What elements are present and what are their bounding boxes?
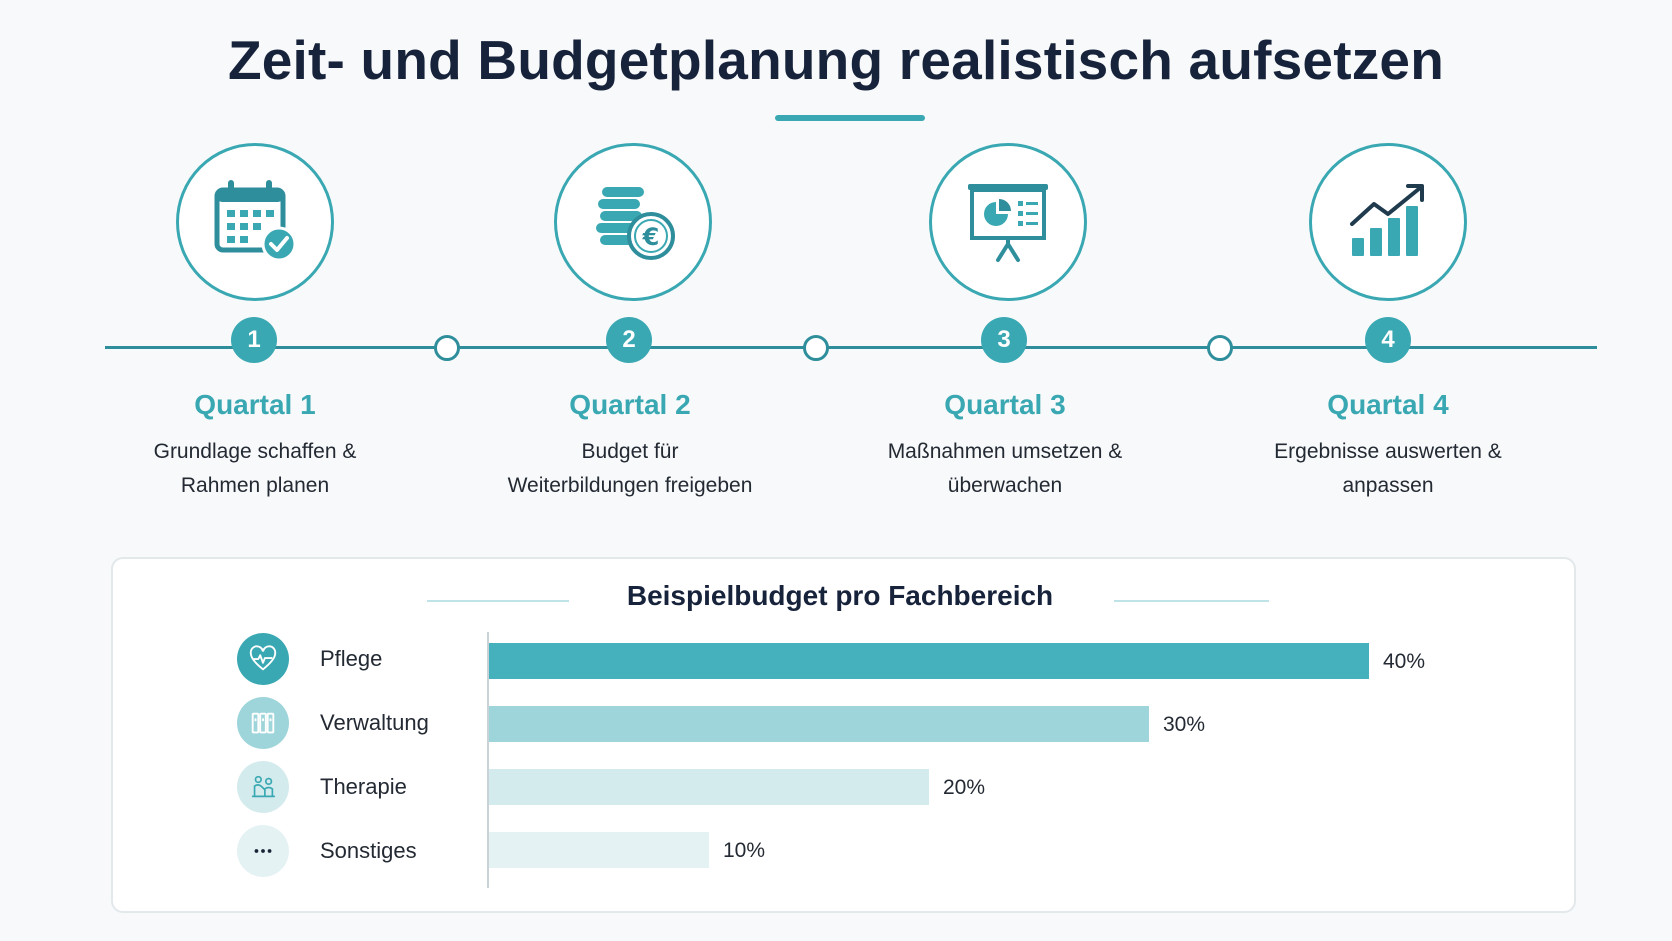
step-number: 4 — [1365, 317, 1411, 363]
step-number: 1 — [231, 317, 277, 363]
title-underline — [775, 115, 925, 121]
timeline-dot — [434, 335, 460, 361]
more-icon — [237, 825, 289, 877]
presentation-chart-icon — [929, 143, 1087, 301]
step-label: Quartal 2 — [569, 389, 691, 420]
bar-sonstiges — [489, 832, 709, 868]
chart-axis — [487, 632, 489, 888]
bar-value-label: 40% — [1383, 650, 1426, 673]
step-label: Quartal 4 — [1327, 389, 1449, 420]
step-number: 2 — [606, 317, 652, 363]
euro-coins-icon: € — [554, 143, 712, 301]
timeline-dot — [1207, 335, 1233, 361]
category-label: Verwaltung — [320, 710, 429, 735]
category-label: Pflege — [320, 646, 383, 671]
budget-title: Beispielbudget pro Fachbereich — [626, 580, 1054, 611]
growth-chart-icon — [1309, 143, 1467, 301]
bar-value-label: 20% — [943, 776, 986, 799]
bar-pflege — [489, 643, 1369, 679]
bar-verwaltung — [489, 706, 1149, 742]
title-decoration-line — [1114, 600, 1269, 602]
svg-text:€: € — [642, 223, 660, 251]
title-decoration-line — [427, 600, 569, 602]
timeline-dot — [803, 335, 829, 361]
folders-icon — [237, 697, 289, 749]
bar-value-label: 10% — [723, 839, 766, 862]
step-description: Maßnahmen umsetzen & überwachen — [887, 440, 1123, 497]
heart-pulse-icon — [237, 633, 289, 685]
category-label: Therapie — [320, 774, 407, 799]
therapy-icon — [237, 761, 289, 813]
page-title: Zeit- und Budgetplanung realistisch aufs… — [227, 29, 1445, 91]
step-description: Budget für Weiterbildungen freigeben — [507, 440, 753, 497]
step-label: Quartal 1 — [194, 389, 316, 420]
category-label: Sonstiges — [320, 838, 417, 863]
timeline-line — [105, 346, 1597, 349]
bar-therapie — [489, 769, 929, 805]
step-description: Ergebnisse auswerten & anpassen — [1274, 440, 1502, 497]
bar-value-label: 30% — [1163, 713, 1206, 736]
calendar-check-icon — [176, 143, 334, 301]
step-number: 3 — [981, 317, 1027, 363]
step-description: Grundlage schaffen & Rahmen planen — [153, 440, 357, 497]
step-label: Quartal 3 — [944, 389, 1066, 420]
